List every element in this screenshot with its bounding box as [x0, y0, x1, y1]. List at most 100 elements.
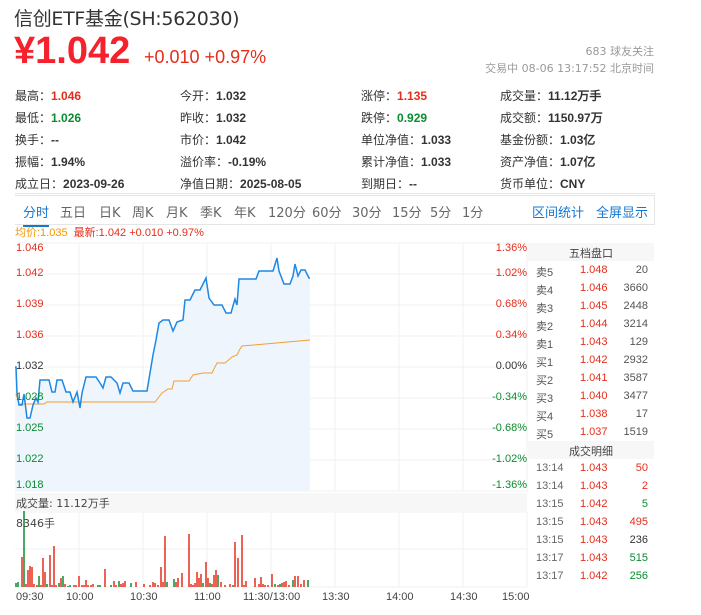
y-tick: 1.032: [16, 360, 44, 372]
y-tick: 1.039: [16, 298, 44, 310]
volume-grid: [15, 511, 528, 588]
quote-unit-nav: 单位净值：1.033: [361, 133, 452, 147]
tab-yearly-k[interactable]: 年K: [234, 206, 256, 221]
quote-turnover-rate: 换手：--: [15, 133, 60, 147]
y-tick: 1.036: [16, 329, 44, 341]
quote-fund-shares: 基金份额：1.03亿: [500, 133, 596, 147]
range-stats-link[interactable]: 区间统计: [532, 206, 585, 221]
tab-quarterly-k[interactable]: 季K: [200, 206, 222, 221]
y-tick: 1.022: [16, 453, 44, 465]
pct-tick: 0.34%: [495, 329, 527, 341]
quote-inception-date: 成立日：2023-09-26: [15, 177, 125, 191]
quote-limit-up: 涨停：1.135: [361, 89, 428, 103]
ask-row: 卖3 1.045 2448: [536, 300, 648, 315]
quote-row: 最低：1.026 昨收：1.032 跌停：0.929 成交额：1150.97万: [15, 106, 655, 128]
volume-max-label: 8346手: [16, 517, 55, 530]
tab-120min[interactable]: 120分: [268, 206, 306, 221]
quote-maturity: 到期日：--: [361, 177, 418, 191]
quote-high: 最高：1.046: [15, 89, 82, 103]
quote-net-assets: 资产净值：1.07亿: [500, 155, 596, 169]
deal-row: 13:15 1.043 495: [536, 516, 648, 528]
ask-row: 卖5 1.048 20: [536, 264, 648, 279]
deal-row: 13:15 1.042 5: [536, 498, 648, 510]
quote-market-price: 市价：1.042: [180, 133, 247, 147]
pct-tick: 1.36%: [495, 242, 527, 254]
bid-row: 买2 1.041 3587: [536, 372, 648, 387]
tab-daily-k[interactable]: 日K: [99, 206, 121, 221]
y-tick: 1.025: [16, 422, 44, 434]
avg-price-line: [15, 339, 311, 405]
x-tick: 13:30: [322, 591, 350, 603]
x-tick: 14:00: [386, 591, 414, 603]
tab-intraday[interactable]: 分时: [23, 202, 50, 227]
deal-row: 13:17 1.042 256: [536, 570, 648, 582]
ask-row: 卖1 1.043 129: [536, 336, 648, 351]
deal-row: 13:17 1.043 515: [536, 552, 648, 564]
x-tick: 09:30: [16, 591, 44, 603]
price-change: +0.010 +0.97%: [144, 47, 267, 67]
volume-bars: [15, 511, 309, 587]
fullscreen-link[interactable]: 全屏显示: [596, 206, 649, 221]
quote-prev-close: 昨收：1.032: [180, 111, 247, 125]
deals-title: 成交明细: [528, 441, 654, 459]
chart-period-tabs: 分时 五日 日K 周K 月K 季K 年K 120分 60分 30分 15分 5分…: [15, 195, 655, 227]
pct-tick: 1.02%: [495, 267, 527, 279]
quote-row: 换手：-- 市价：1.042 单位净值：1.033 基金份额：1.03亿: [15, 128, 655, 150]
deal-row: 13:14 1.043 2: [536, 480, 648, 492]
x-tick: 11:00: [194, 591, 221, 603]
pct-tick: -0.68%: [492, 422, 527, 434]
divider: [15, 193, 655, 194]
y-tick: 1.028: [16, 391, 44, 403]
quote-volume: 成交量：11.12万手: [500, 89, 602, 103]
pct-tick: 0.68%: [495, 298, 527, 310]
x-tick: 10:00: [66, 591, 94, 603]
quote-limit-down: 跌停：0.929: [361, 111, 428, 125]
quote-premium: 溢价率：-0.19%: [180, 155, 267, 169]
bid-row: 买5 1.037 1519: [536, 426, 648, 441]
bid-row: 买1 1.042 2932: [536, 354, 648, 369]
tab-1min[interactable]: 1分: [462, 206, 484, 221]
y-tick: 1.018: [16, 479, 44, 491]
pct-tick: -0.34%: [492, 391, 527, 403]
pct-tick: -1.36%: [492, 479, 527, 491]
y-tick: 1.042: [16, 267, 44, 279]
quote-row: 最高：1.046 今开：1.032 涨停：1.135 成交量：11.12万手: [15, 84, 655, 106]
order-book-title: 五档盘口: [528, 243, 654, 261]
order-book-panel: 五档盘口 卖5 1.048 20 卖4 1.046 3660 卖3 1.045 2448 卖…: [528, 243, 654, 585]
quote-turnover: 成交额：1150.97万: [500, 111, 603, 125]
trade-status: 交易中 08-06 13:17:52 北京时间: [485, 62, 654, 75]
tab-five-day[interactable]: 五日: [60, 206, 87, 221]
x-tick: 14:30: [450, 591, 478, 603]
quote-low: 最低：1.026: [15, 111, 82, 125]
tab-weekly-k[interactable]: 周K: [132, 206, 154, 221]
current-price: ¥1.042: [14, 30, 131, 72]
tab-15min[interactable]: 15分: [392, 206, 422, 221]
quote-amplitude: 振幅：1.94%: [15, 155, 86, 169]
deal-row: 13:15 1.043 236: [536, 534, 648, 546]
tab-60min[interactable]: 60分: [312, 206, 342, 221]
x-tick: 11:30/13:00: [243, 591, 301, 603]
bid-row: 买4 1.038 17: [536, 408, 648, 423]
legend-latest-price: 最新:1.042 +0.010 +0.97%: [73, 227, 204, 239]
quote-open: 今开：1.032: [180, 89, 247, 103]
bid-row: 买3 1.040 3477: [536, 390, 648, 405]
y-tick: 1.046: [16, 242, 44, 254]
tab-30min[interactable]: 30分: [352, 206, 382, 221]
pct-tick: -1.02%: [492, 453, 527, 465]
quote-row: 成立日：2023-09-26 净值日期：2025-08-05 到期日：-- 货币…: [15, 172, 655, 194]
x-tick: 15:00: [502, 591, 530, 603]
legend-avg-price: 均价:1.035: [15, 227, 68, 239]
x-tick: 10:30: [130, 591, 158, 603]
quote-cumulative-nav: 累计净值：1.033: [361, 155, 452, 169]
volume-header: 成交量: 11.12万手: [15, 493, 527, 511]
quote-currency: 货币单位：CNY: [500, 177, 586, 191]
deal-row: 13:14 1.043 50: [536, 462, 648, 474]
price-area: [15, 258, 310, 491]
tab-monthly-k[interactable]: 月K: [166, 206, 188, 221]
ask-row: 卖4 1.046 3660: [536, 282, 648, 297]
fund-title: 信创ETF基金(SH:562030): [14, 8, 240, 30]
tab-5min[interactable]: 5分: [430, 206, 452, 221]
followers-count[interactable]: 683 球友关注: [585, 45, 655, 58]
chart-legend: 均价:1.035 最新:1.042 +0.010 +0.97%: [15, 224, 204, 240]
